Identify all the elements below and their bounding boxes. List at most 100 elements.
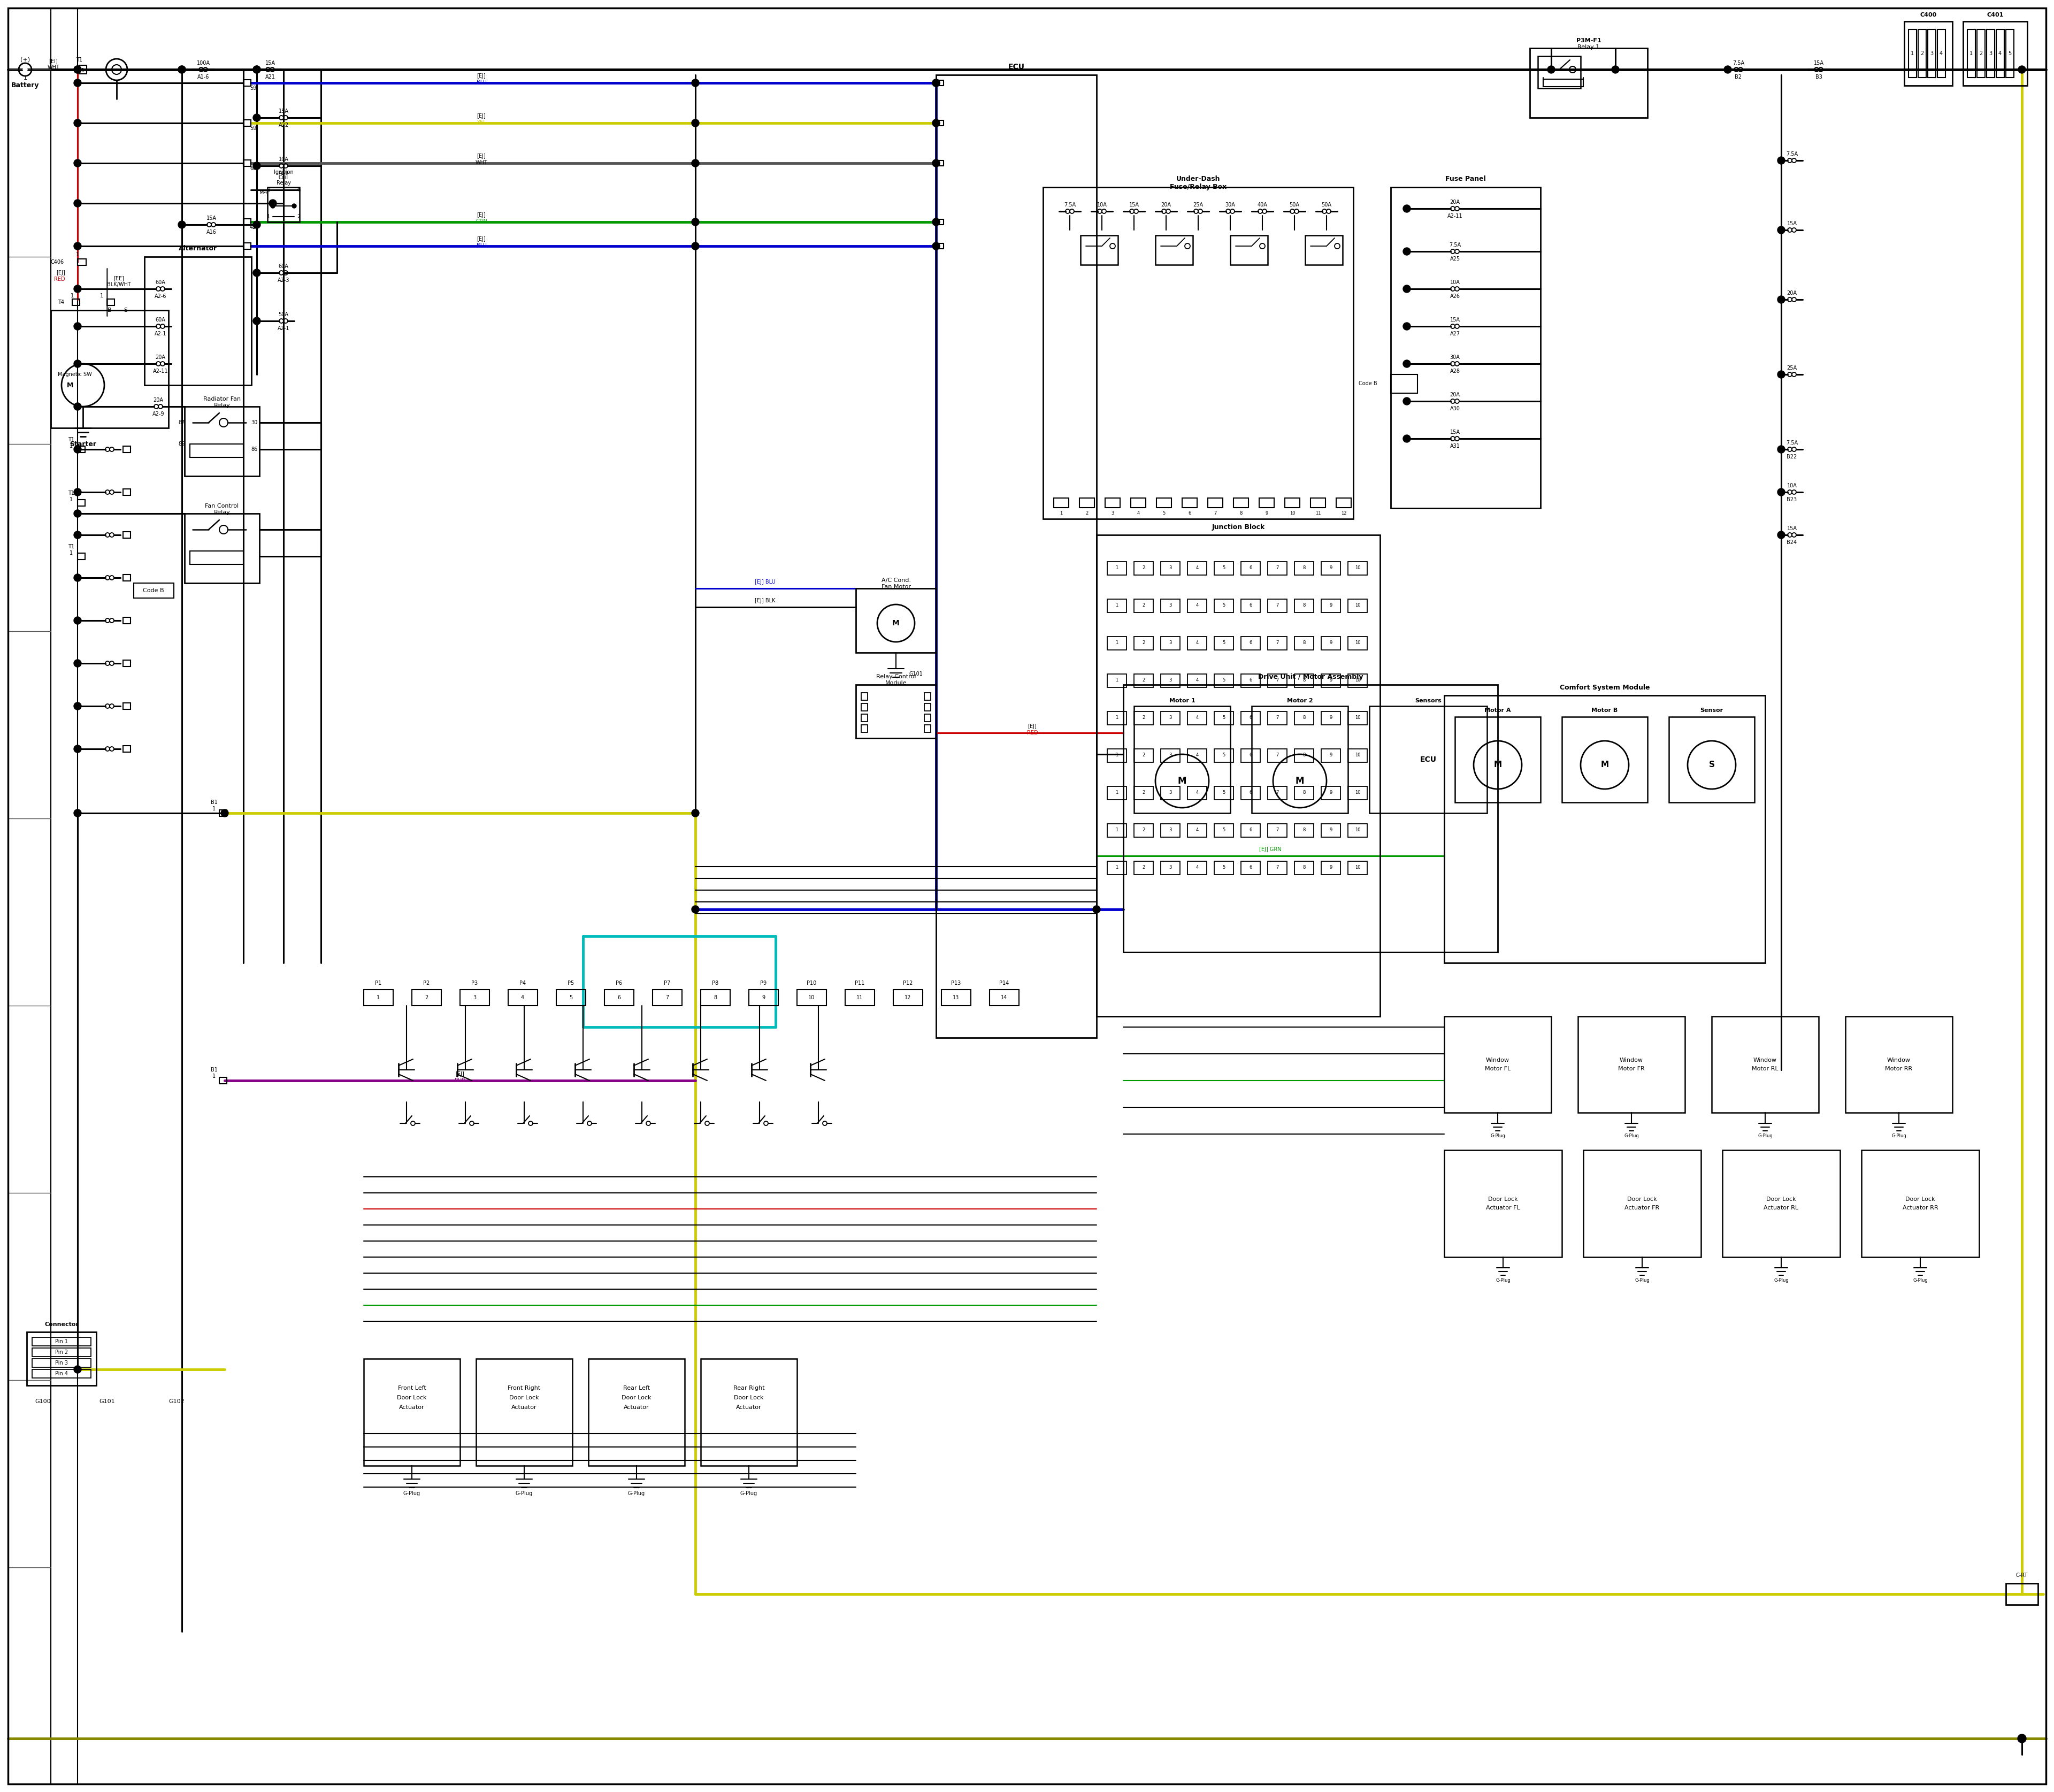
Bar (220, 1077, 226, 1084)
Text: 7: 7 (1276, 640, 1280, 645)
Bar (1908, 29, 1916, 77)
Bar (1214, 711, 1234, 724)
Text: [EJ]: [EJ] (477, 213, 487, 217)
Text: Relay: Relay (214, 403, 230, 409)
Text: 40A: 40A (1257, 202, 1267, 208)
Circle shape (253, 220, 261, 228)
Bar (1964, 22, 2027, 86)
Bar (937, 120, 943, 125)
Bar (1444, 695, 1764, 962)
Bar (1986, 29, 1994, 77)
Circle shape (2019, 66, 2025, 73)
Bar (1107, 749, 1126, 762)
Bar (1267, 711, 1288, 724)
Text: 20A: 20A (1450, 199, 1460, 204)
Bar (924, 704, 930, 711)
Bar (1241, 674, 1261, 688)
Text: 7: 7 (1214, 511, 1216, 516)
Text: P6: P6 (616, 980, 622, 986)
Text: 2: 2 (1142, 828, 1144, 833)
Text: 1: 1 (76, 253, 80, 258)
Text: B22: B22 (1787, 453, 1797, 459)
Text: [EJ]: [EJ] (477, 237, 487, 242)
Bar (857, 588, 937, 652)
Circle shape (933, 219, 941, 226)
Bar (750, 989, 778, 1005)
Text: A28: A28 (1450, 369, 1460, 375)
Bar (1097, 536, 1380, 1016)
Bar (1444, 1016, 1551, 1113)
Text: 9: 9 (1329, 753, 1333, 758)
Text: Motor A: Motor A (1485, 708, 1512, 713)
Text: G-Plug: G-Plug (1625, 1134, 1639, 1138)
Bar (1132, 498, 1146, 507)
Text: WHT: WHT (47, 65, 60, 70)
Text: A27: A27 (1450, 332, 1460, 337)
Circle shape (1403, 323, 1411, 330)
Bar (123, 702, 131, 710)
Circle shape (179, 220, 185, 228)
Text: 9: 9 (1329, 677, 1333, 683)
Bar (893, 989, 922, 1005)
Bar (1134, 599, 1152, 613)
Text: 8: 8 (1302, 753, 1306, 758)
Circle shape (1403, 360, 1411, 367)
Text: Sensors: Sensors (1415, 699, 1442, 704)
Circle shape (74, 616, 82, 624)
Text: 15A: 15A (205, 215, 216, 220)
Text: Ignition: Ignition (273, 170, 294, 176)
Bar (1321, 787, 1341, 799)
Circle shape (933, 159, 941, 167)
Text: (+): (+) (21, 57, 31, 63)
Bar (1154, 235, 1193, 265)
Text: 3: 3 (472, 995, 477, 1000)
Text: Under-Dash: Under-Dash (1177, 176, 1220, 183)
Text: 7: 7 (1276, 866, 1280, 871)
Text: 1: 1 (1115, 790, 1117, 796)
Text: G-Plug: G-Plug (1495, 1278, 1510, 1283)
Text: 2: 2 (1142, 677, 1144, 683)
Bar (413, 989, 442, 1005)
Text: 10A: 10A (279, 156, 288, 161)
Text: 50A: 50A (1290, 202, 1300, 208)
Bar (1187, 824, 1208, 837)
Bar (1444, 1150, 1561, 1256)
Text: 2: 2 (1142, 566, 1144, 570)
Text: 3: 3 (1169, 790, 1171, 796)
Text: 1: 1 (1115, 566, 1117, 570)
Bar (1321, 862, 1341, 874)
Text: [EI]: [EI] (49, 59, 58, 65)
Text: 3: 3 (1931, 50, 1933, 56)
Circle shape (74, 745, 82, 753)
Text: BLK/WHT: BLK/WHT (107, 281, 131, 287)
Text: M: M (68, 382, 74, 389)
Bar (189, 550, 242, 564)
Circle shape (74, 323, 82, 330)
Text: YEL: YEL (477, 120, 487, 125)
Bar (1251, 706, 1347, 814)
Circle shape (74, 242, 82, 249)
Text: Door Lock: Door Lock (509, 1396, 538, 1400)
Bar (1241, 636, 1261, 650)
Bar (134, 582, 175, 599)
Circle shape (74, 509, 82, 518)
Bar (1347, 711, 1368, 724)
Circle shape (692, 219, 698, 226)
Bar (27, 1331, 97, 1385)
Text: A30: A30 (1450, 407, 1460, 412)
Bar (1107, 636, 1126, 650)
Text: 30: 30 (251, 419, 257, 425)
Bar (242, 159, 251, 167)
Text: A26: A26 (1450, 294, 1460, 299)
Bar (1530, 48, 1647, 118)
Text: 1: 1 (376, 995, 380, 1000)
Bar (1267, 787, 1288, 799)
Bar (2007, 29, 2013, 77)
Text: Window: Window (1485, 1057, 1510, 1063)
Bar (123, 575, 131, 581)
Circle shape (74, 66, 82, 73)
Text: RED: RED (1027, 729, 1037, 735)
Bar (1723, 1150, 1840, 1256)
Bar (1187, 711, 1208, 724)
Text: 10A: 10A (1450, 280, 1460, 285)
